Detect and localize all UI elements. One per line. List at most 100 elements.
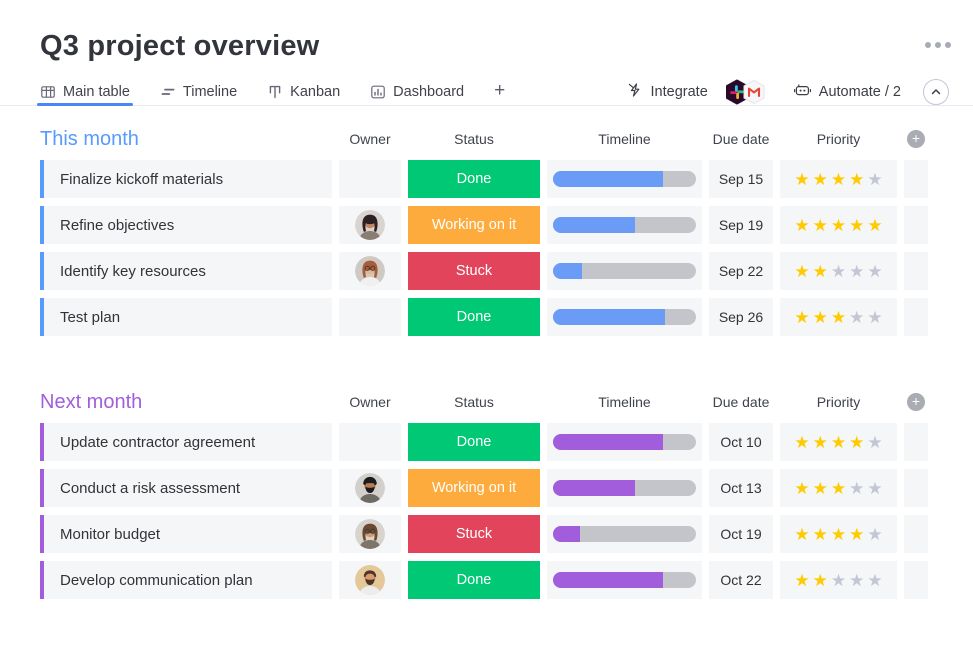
task-name-cell[interactable]: Refine objectives <box>40 206 332 244</box>
star-empty-icon[interactable]: ★ <box>867 432 883 452</box>
timeline-cell[interactable] <box>547 561 702 599</box>
star-empty-icon[interactable]: ★ <box>830 570 847 590</box>
timeline-cell[interactable] <box>547 298 702 336</box>
avatar[interactable] <box>355 519 385 549</box>
priority-cell[interactable]: ★ ★ ★ ★ ★ <box>780 252 897 290</box>
due-date-cell[interactable]: Oct 19 <box>709 515 773 553</box>
priority-cell[interactable]: ★ ★ ★ ★ ★ <box>780 206 897 244</box>
collapse-header-button[interactable] <box>923 78 949 105</box>
tab-timeline[interactable]: Timeline <box>160 78 237 105</box>
due-date-cell[interactable]: Sep 19 <box>709 206 773 244</box>
timeline-cell[interactable] <box>547 206 702 244</box>
status-cell[interactable]: Working on it <box>408 469 540 507</box>
task-name-cell[interactable]: Test plan <box>40 298 332 336</box>
column-header-priority[interactable]: Priority <box>816 394 861 410</box>
due-date-cell[interactable]: Sep 26 <box>709 298 773 336</box>
owner-cell[interactable] <box>339 515 401 553</box>
star-filled-icon[interactable]: ★ <box>794 307 810 327</box>
timeline-bar[interactable] <box>553 526 696 542</box>
star-filled-icon[interactable]: ★ <box>830 307 847 327</box>
timeline-cell[interactable] <box>547 423 702 461</box>
star-filled-icon[interactable]: ★ <box>812 307 828 327</box>
priority-cell[interactable]: ★ ★ ★ ★ ★ <box>780 469 897 507</box>
star-filled-icon[interactable]: ★ <box>830 524 847 544</box>
due-date-cell[interactable]: Oct 13 <box>709 469 773 507</box>
task-name-cell[interactable]: Develop communication plan <box>40 561 332 599</box>
star-filled-icon[interactable]: ★ <box>812 570 828 590</box>
star-filled-icon[interactable]: ★ <box>830 169 847 189</box>
timeline-bar[interactable] <box>553 217 696 233</box>
due-date-cell[interactable]: Oct 22 <box>709 561 773 599</box>
status-cell[interactable]: Stuck <box>408 252 540 290</box>
due-date-cell[interactable]: Sep 22 <box>709 252 773 290</box>
add-column-button[interactable]: + <box>907 130 925 148</box>
task-name-cell[interactable]: Identify key resources <box>40 252 332 290</box>
star-filled-icon[interactable]: ★ <box>794 432 810 452</box>
priority-cell[interactable]: ★ ★ ★ ★ ★ <box>780 298 897 336</box>
star-filled-icon[interactable]: ★ <box>849 215 865 235</box>
owner-cell[interactable] <box>339 423 401 461</box>
column-header-priority[interactable]: Priority <box>816 131 861 147</box>
timeline-bar[interactable] <box>553 263 696 279</box>
timeline-cell[interactable] <box>547 252 702 290</box>
avatar[interactable] <box>355 473 385 503</box>
star-filled-icon[interactable]: ★ <box>812 478 828 498</box>
star-empty-icon[interactable]: ★ <box>849 570 865 590</box>
star-filled-icon[interactable]: ★ <box>812 169 828 189</box>
avatar[interactable] <box>355 256 385 286</box>
task-name-cell[interactable]: Conduct a risk assessment <box>40 469 332 507</box>
priority-cell[interactable]: ★ ★ ★ ★ ★ <box>780 561 897 599</box>
star-empty-icon[interactable]: ★ <box>867 570 883 590</box>
due-date-cell[interactable]: Sep 15 <box>709 160 773 198</box>
star-filled-icon[interactable]: ★ <box>849 524 865 544</box>
star-filled-icon[interactable]: ★ <box>812 215 828 235</box>
star-filled-icon[interactable]: ★ <box>794 570 810 590</box>
star-empty-icon[interactable]: ★ <box>849 478 865 498</box>
star-empty-icon[interactable]: ★ <box>849 307 865 327</box>
column-header-due-date[interactable]: Due date <box>712 394 770 410</box>
star-empty-icon[interactable]: ★ <box>867 307 883 327</box>
star-filled-icon[interactable]: ★ <box>794 169 810 189</box>
column-header-owner[interactable]: Owner <box>349 131 391 147</box>
due-date-cell[interactable]: Oct 10 <box>709 423 773 461</box>
star-filled-icon[interactable]: ★ <box>830 478 847 498</box>
priority-cell[interactable]: ★ ★ ★ ★ ★ <box>780 160 897 198</box>
status-cell[interactable]: Working on it <box>408 206 540 244</box>
timeline-bar[interactable] <box>553 572 696 588</box>
add-column-button[interactable]: + <box>907 393 925 411</box>
add-view-button[interactable]: + <box>494 78 505 105</box>
star-empty-icon[interactable]: ★ <box>849 261 865 281</box>
star-filled-icon[interactable]: ★ <box>794 215 810 235</box>
owner-cell[interactable] <box>339 160 401 198</box>
integrate-button[interactable]: Integrate <box>626 79 793 105</box>
star-empty-icon[interactable]: ★ <box>867 169 883 189</box>
star-empty-icon[interactable]: ★ <box>867 524 883 544</box>
timeline-bar[interactable] <box>553 171 696 187</box>
board-menu-button[interactable] <box>925 42 951 48</box>
column-header-owner[interactable]: Owner <box>349 394 391 410</box>
task-name-cell[interactable]: Update contractor agreement <box>40 423 332 461</box>
status-cell[interactable]: Done <box>408 423 540 461</box>
status-cell[interactable]: Done <box>408 298 540 336</box>
column-header-due-date[interactable]: Due date <box>712 131 770 147</box>
task-name-cell[interactable]: Finalize kickoff materials <box>40 160 332 198</box>
column-header-status[interactable]: Status <box>454 394 494 410</box>
avatar[interactable] <box>355 210 385 240</box>
priority-cell[interactable]: ★ ★ ★ ★ ★ <box>780 515 897 553</box>
owner-cell[interactable] <box>339 561 401 599</box>
owner-cell[interactable] <box>339 206 401 244</box>
column-header-timeline[interactable]: Timeline <box>598 394 651 410</box>
star-empty-icon[interactable]: ★ <box>867 478 883 498</box>
owner-cell[interactable] <box>339 298 401 336</box>
automate-button[interactable]: Automate / 2 <box>793 81 901 103</box>
timeline-bar[interactable] <box>553 309 696 325</box>
column-header-status[interactable]: Status <box>454 131 494 147</box>
priority-cell[interactable]: ★ ★ ★ ★ ★ <box>780 423 897 461</box>
owner-cell[interactable] <box>339 252 401 290</box>
timeline-cell[interactable] <box>547 515 702 553</box>
timeline-bar[interactable] <box>553 480 696 496</box>
status-cell[interactable]: Done <box>408 160 540 198</box>
tab-kanban[interactable]: Kanban <box>267 78 340 105</box>
group-title[interactable]: Next month <box>40 390 143 413</box>
star-empty-icon[interactable]: ★ <box>867 261 883 281</box>
